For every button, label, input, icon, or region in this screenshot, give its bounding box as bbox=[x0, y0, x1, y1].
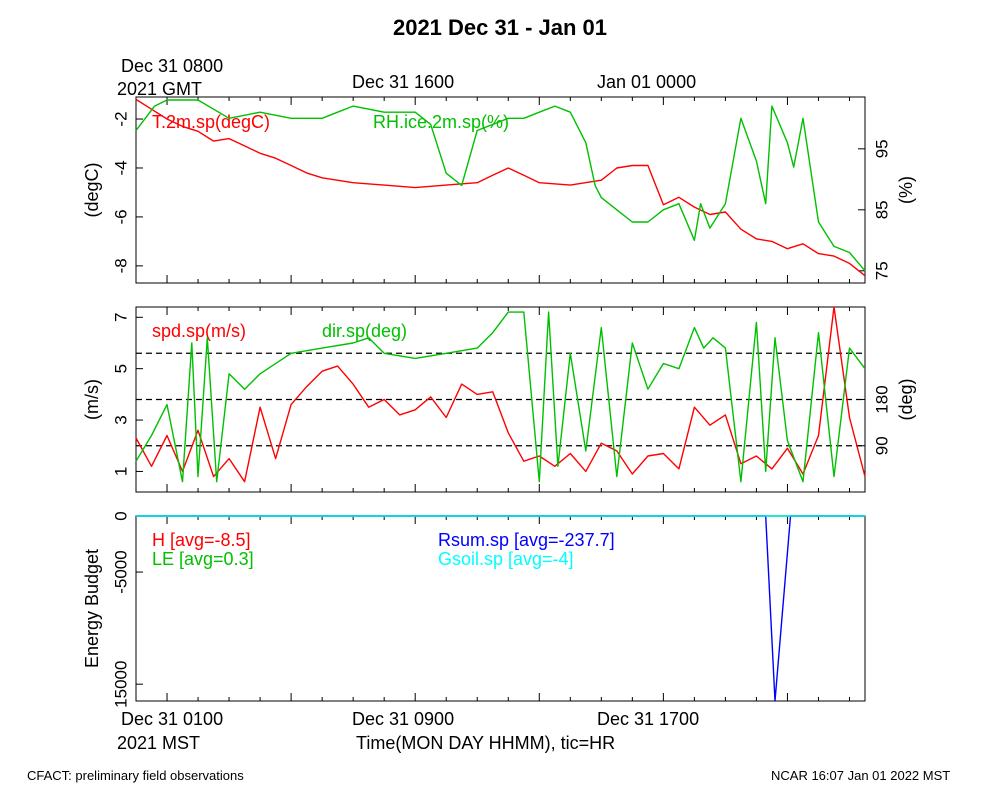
series-rh-ice-2m-sp bbox=[135, 99, 866, 272]
right-tick-label: 85 bbox=[872, 200, 891, 219]
panel-3-frame bbox=[135, 515, 866, 702]
legend-speed: spd.sp(m/s) bbox=[152, 321, 247, 341]
right-tick-label: 75 bbox=[872, 261, 891, 280]
legend-direction: dir.sp(deg) bbox=[322, 321, 408, 341]
chart-title: 2021 Dec 31 - Jan 01 bbox=[392, 15, 608, 40]
left-tick-label: -2 bbox=[111, 111, 130, 126]
left-tick-label: 5 bbox=[111, 364, 130, 373]
gmt-zone-label: 2021 GMT bbox=[117, 79, 203, 99]
series-spd-sp-m-s bbox=[135, 306, 866, 483]
x-tick-label-1: Dec 31 0100 bbox=[121, 709, 224, 729]
left-axis-label: (m/s) bbox=[82, 379, 102, 420]
right-tick-label: 90 bbox=[872, 436, 891, 455]
left-tick-label: 15000 bbox=[111, 661, 130, 708]
left-axis-label: (degC) bbox=[82, 162, 102, 217]
left-tick-label: 7 bbox=[111, 313, 130, 322]
series-rsum-sp-avg-237-7 bbox=[136, 515, 865, 702]
legend-rsum: Rsum.sp [avg=-237.7] bbox=[438, 530, 615, 550]
left-tick-label: 3 bbox=[111, 415, 130, 424]
x-tick-label-3: Dec 31 1700 bbox=[597, 709, 700, 729]
left-axis-label: Energy Budget bbox=[82, 549, 102, 668]
series-dir-sp-deg bbox=[135, 311, 866, 483]
left-tick-label: -8 bbox=[111, 258, 130, 273]
left-tick-label: 1 bbox=[111, 467, 130, 476]
left-tick-label: -6 bbox=[111, 209, 130, 224]
right-axis-label: (deg) bbox=[896, 378, 916, 420]
legend-h: H [avg=-8.5] bbox=[152, 530, 251, 550]
legend-le: LE [avg=0.3] bbox=[152, 549, 254, 569]
legend-temperature: T.2m.sp(degC) bbox=[152, 112, 271, 132]
right-tick-label: 180 bbox=[872, 385, 891, 413]
legend-gsoil: Gsoil.sp [avg=-4] bbox=[438, 549, 574, 569]
series-t-2m-sp-degc bbox=[135, 98, 866, 277]
right-tick-label: 95 bbox=[872, 139, 891, 158]
left-tick-label: 0 bbox=[111, 511, 130, 520]
x-axis-label: Time(MON DAY HHMM), tic=HR bbox=[356, 733, 616, 753]
legend-rh: RH.ice.2m.sp(%) bbox=[373, 112, 510, 132]
x-tick-label-2: Dec 31 0900 bbox=[352, 709, 455, 729]
panel-1-frame bbox=[135, 96, 866, 284]
footer-right: NCAR 16:07 Jan 01 2022 MST bbox=[771, 768, 951, 783]
x-tz-label: 2021 MST bbox=[117, 733, 201, 753]
right-axis-label: (%) bbox=[896, 176, 916, 204]
left-tick-label: -5000 bbox=[111, 550, 130, 593]
gmt-tick-label-3: Jan 01 0000 bbox=[597, 72, 697, 92]
gmt-tick-label-2: Dec 31 1600 bbox=[352, 72, 455, 92]
gmt-tick-label-1: Dec 31 0800 bbox=[121, 56, 224, 76]
footer-left: CFACT: preliminary field observations bbox=[27, 768, 244, 783]
left-tick-label: -4 bbox=[111, 160, 130, 175]
